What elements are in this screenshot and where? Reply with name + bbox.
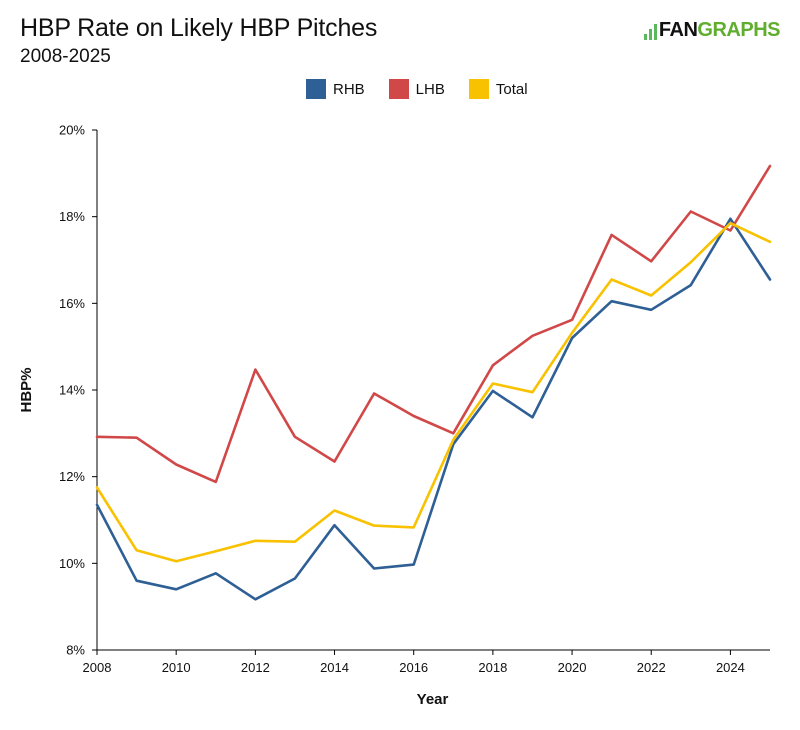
logo-text-graphs: GRAPHS [697, 19, 780, 41]
y-tick-label: 8% [66, 643, 85, 658]
legend-label-rhb: RHB [333, 80, 365, 98]
logo-text-fan: FAN [658, 19, 698, 41]
legend-item-rhb: RHB [306, 79, 365, 99]
y-tick-label: 14% [59, 383, 85, 398]
legend-swatch-total [468, 79, 489, 99]
x-tick-label: 2012 [241, 660, 270, 675]
legend-swatch-lhb [388, 79, 409, 99]
y-tick-label: 10% [59, 556, 85, 571]
series-line-rhb [95, 217, 772, 601]
legend-item-lhb: LHB [388, 79, 445, 99]
x-tick-label: 2008 [83, 660, 112, 675]
y-tick-label: 16% [59, 296, 85, 311]
chart-legend: RHB LHB Total [306, 79, 528, 99]
legend-swatch-rhb [306, 79, 326, 99]
legend-item-total: Total [468, 79, 528, 99]
x-axis-title: Year [417, 691, 449, 708]
y-axis-title: HBP% [18, 367, 35, 412]
series-line-total [95, 221, 772, 563]
legend-label-lhb: LHB [415, 80, 445, 98]
x-tick-label: 2022 [637, 660, 666, 675]
x-tick-label: 2018 [478, 660, 507, 675]
y-tick-label: 18% [59, 209, 85, 224]
chart-subtitle: 2008-2025 [20, 46, 111, 67]
logo-wordmark: FANGRAPHS [658, 19, 781, 41]
logo-bars-icon [643, 24, 657, 40]
y-tick-label: 20% [59, 123, 85, 138]
legend-label-total: Total [495, 80, 528, 98]
x-tick-label: 2016 [399, 660, 428, 675]
x-tick-label: 2020 [558, 660, 587, 675]
x-tick-label: 2014 [320, 660, 349, 675]
fangraphs-logo: FANGRAPHS [643, 19, 781, 41]
series-line-lhb [95, 164, 772, 484]
y-tick-label: 12% [59, 469, 85, 484]
x-tick-label: 2010 [162, 660, 191, 675]
x-tick-label: 2024 [716, 660, 745, 675]
chart-title: HBP Rate on Likely HBP Pitches [20, 14, 378, 42]
